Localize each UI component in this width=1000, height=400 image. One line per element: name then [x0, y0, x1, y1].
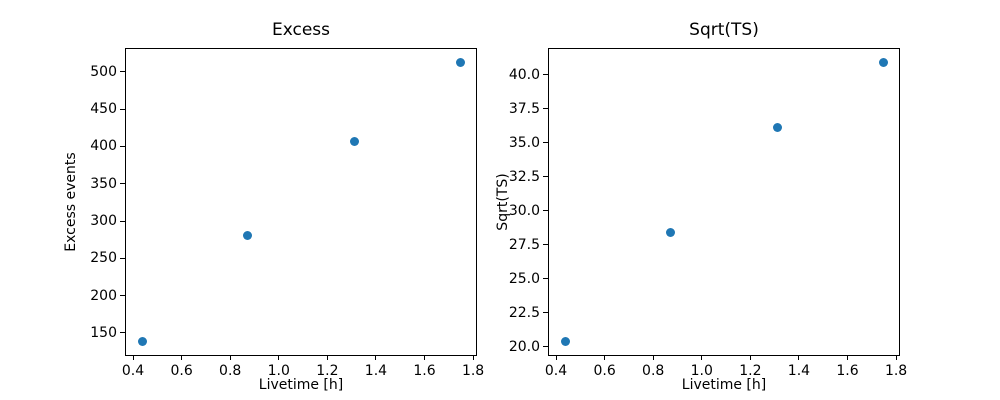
y-tick-mark	[543, 74, 548, 76]
x-tick-label: 1.4	[787, 363, 811, 379]
x-tick-mark	[278, 355, 280, 360]
x-tick-label: 1.0	[267, 363, 290, 379]
x-tick-mark	[847, 355, 848, 360]
x-tick-mark	[375, 355, 377, 360]
excess-plot-area: 0.4 0.6 0.8 1.0 1.2 1.4 1.6 1.8 150 200 250 300 350 4…	[90, 48, 484, 379]
x-tick-label: 0.6	[593, 363, 616, 379]
sqrt-ts-plot-title: Sqrt(TS)	[689, 20, 759, 40]
data-point	[138, 336, 148, 346]
data-point	[349, 136, 359, 146]
sqrt-ts-plot-area: 0.4 0.6 0.8 1.0 1.2 1.4 1.6 1.8 20.0 22.5 25.0 27.5…	[509, 48, 907, 379]
x-tick-mark	[132, 355, 134, 360]
x-tick-label: 0.4	[121, 363, 145, 379]
x-tick-mark	[472, 355, 474, 360]
y-tick-label: 27.5	[508, 236, 540, 253]
x-tick-label: 0.6	[170, 363, 193, 379]
y-tick-mark	[543, 176, 548, 178]
y-tick-mark	[543, 346, 548, 348]
sqrt-ts-x-axis-label: Livetime [h]	[681, 377, 767, 393]
y-tick-mark	[543, 142, 548, 144]
y-tick-mark	[120, 332, 125, 334]
x-tick-mark	[701, 355, 703, 360]
y-tick-label: 40.0	[508, 66, 540, 83]
x-tick-label: 1.8	[461, 363, 485, 379]
data-point	[665, 228, 675, 238]
x-tick-mark	[749, 355, 751, 360]
y-tick-label: 35.0	[508, 134, 540, 151]
x-tick-label: 1.2	[739, 363, 762, 379]
x-tick-label: 0.8	[642, 363, 665, 379]
y-tick-mark	[543, 278, 548, 280]
y-tick-mark	[120, 257, 125, 259]
y-tick-mark	[120, 295, 125, 297]
data-point	[879, 58, 889, 68]
y-tick-mark	[543, 108, 548, 110]
y-tick-label: 250	[90, 250, 117, 267]
y-tick-mark	[543, 210, 548, 212]
x-tick-mark	[555, 355, 557, 360]
y-tick-label: 300	[90, 213, 117, 230]
data-point	[242, 231, 252, 241]
y-tick-mark	[120, 71, 125, 73]
x-tick-mark	[652, 355, 654, 360]
x-tick-mark	[895, 355, 897, 360]
x-tick-mark	[798, 355, 800, 360]
x-tick-label: 0.8	[219, 363, 242, 379]
excess-x-axis-label: Livetime [h]	[258, 377, 344, 393]
x-tick-label: 1.6	[413, 363, 436, 379]
y-tick-mark	[120, 108, 125, 110]
y-tick-mark	[120, 145, 125, 147]
x-tick-label: 1.4	[364, 363, 388, 379]
y-tick-label: 32.5	[508, 168, 540, 185]
y-tick-label: 450	[90, 101, 117, 118]
y-tick-mark	[120, 183, 125, 185]
y-tick-label: 25.0	[508, 270, 540, 287]
y-tick-label: 30.0	[508, 202, 540, 219]
x-tick-label: 1.0	[690, 363, 713, 379]
y-tick-label: 400	[90, 138, 117, 155]
data-point	[561, 336, 571, 346]
x-tick-mark	[326, 355, 328, 360]
y-tick-mark	[120, 220, 125, 222]
y-tick-label: 37.5	[508, 100, 540, 117]
x-tick-label: 1.6	[836, 363, 859, 379]
x-tick-label: 0.4	[544, 363, 568, 379]
y-tick-mark	[543, 244, 548, 246]
excess-y-axis-label: Excess events	[63, 152, 79, 252]
x-tick-mark	[604, 355, 606, 360]
data-point	[772, 123, 782, 133]
y-tick-label: 500	[90, 63, 117, 80]
x-tick-label: 1.8	[884, 363, 908, 379]
x-tick-mark	[229, 355, 231, 360]
y-tick-label: 22.5	[508, 304, 540, 321]
y-tick-mark	[543, 312, 548, 314]
x-tick-label: 1.2	[316, 363, 339, 379]
x-tick-mark	[424, 355, 425, 360]
excess-plot-title: Excess	[271, 20, 331, 40]
y-tick-label: 150	[90, 324, 117, 341]
data-point	[456, 58, 466, 68]
x-tick-mark	[181, 355, 183, 360]
y-tick-label: 200	[90, 287, 117, 304]
y-tick-label: 20.0	[508, 338, 540, 355]
y-tick-label: 350	[90, 175, 117, 192]
